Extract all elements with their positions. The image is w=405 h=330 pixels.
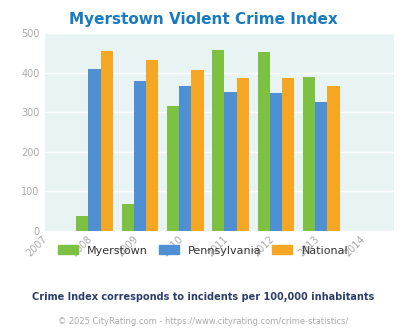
Bar [191, 70, 203, 231]
Bar [212, 50, 224, 231]
Text: Myerstown Violent Crime Index: Myerstown Violent Crime Index [68, 12, 337, 26]
Bar [326, 86, 339, 231]
Bar [257, 51, 269, 231]
Text: © 2025 CityRating.com - https://www.cityrating.com/crime-statistics/: © 2025 CityRating.com - https://www.city… [58, 317, 347, 326]
Bar [224, 92, 236, 231]
Bar [179, 86, 191, 231]
Bar [76, 216, 88, 231]
Bar [236, 78, 248, 231]
Bar [314, 102, 326, 231]
Bar [100, 51, 113, 231]
Bar [281, 78, 294, 231]
Text: Crime Index corresponds to incidents per 100,000 inhabitants: Crime Index corresponds to incidents per… [32, 292, 373, 302]
Legend: Myerstown, Pennsylvania, National: Myerstown, Pennsylvania, National [53, 241, 352, 260]
Bar [302, 77, 314, 231]
Bar [269, 93, 281, 231]
Bar [166, 106, 179, 231]
Bar [146, 60, 158, 231]
Bar [121, 204, 133, 231]
Bar [133, 81, 146, 231]
Bar [88, 69, 100, 231]
